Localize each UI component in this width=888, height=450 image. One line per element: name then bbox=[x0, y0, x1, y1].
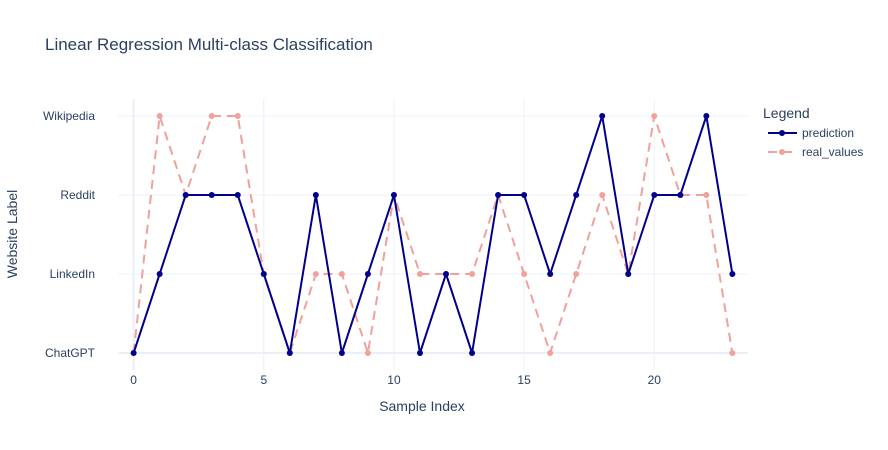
data-point-prediction bbox=[651, 192, 658, 198]
data-point-prediction bbox=[364, 271, 371, 277]
x-tick-label: 15 bbox=[517, 373, 531, 387]
legend-swatch-marker-real_values bbox=[779, 149, 785, 155]
data-point-real_values bbox=[573, 271, 580, 277]
data-point-real_values bbox=[703, 192, 710, 198]
data-point-prediction bbox=[599, 113, 606, 119]
data-point-prediction bbox=[260, 271, 267, 277]
data-point-prediction bbox=[182, 192, 189, 198]
data-point-prediction bbox=[312, 192, 319, 198]
y-axis-title: Website Label bbox=[4, 190, 20, 278]
data-point-real_values bbox=[338, 271, 345, 277]
data-point-prediction bbox=[338, 350, 345, 356]
data-point-real_values bbox=[469, 271, 476, 277]
data-point-prediction bbox=[521, 192, 528, 198]
legend-swatch-marker-prediction bbox=[779, 130, 785, 136]
x-tick-label: 10 bbox=[387, 373, 401, 387]
data-point-prediction bbox=[469, 350, 476, 356]
y-tick-label: Wikipedia bbox=[43, 109, 95, 123]
data-point-prediction bbox=[625, 271, 632, 277]
x-tick-label: 0 bbox=[130, 373, 137, 387]
x-tick-label: 5 bbox=[260, 373, 267, 387]
data-point-prediction bbox=[495, 192, 502, 198]
x-axis-ticks: 0 5 10 15 20 bbox=[130, 373, 661, 387]
legend-title: Legend bbox=[763, 105, 810, 121]
data-point-prediction bbox=[573, 192, 580, 198]
data-point-prediction bbox=[390, 192, 397, 198]
data-point-prediction bbox=[416, 350, 423, 356]
data-point-real_values bbox=[416, 271, 423, 277]
data-point-prediction bbox=[703, 113, 710, 119]
data-point-prediction bbox=[130, 350, 137, 356]
data-point-prediction bbox=[677, 192, 684, 198]
data-point-real_values bbox=[651, 113, 658, 119]
data-point-real_values bbox=[364, 350, 371, 356]
data-point-real_values bbox=[156, 113, 163, 119]
series-layer bbox=[130, 113, 736, 356]
data-point-prediction bbox=[547, 271, 554, 277]
data-point-real_values bbox=[521, 271, 528, 277]
legend-label-prediction: prediction bbox=[802, 126, 854, 140]
data-point-real_values bbox=[312, 271, 319, 277]
y-tick-label: ChatGPT bbox=[45, 346, 96, 360]
data-point-prediction bbox=[443, 271, 450, 277]
y-axis-ticks: ChatGPT LinkedIn Reddit Wikipedia bbox=[43, 109, 96, 360]
legend[interactable]: Legend prediction real_values bbox=[763, 105, 863, 159]
data-point-real_values bbox=[208, 113, 215, 119]
y-tick-label: Reddit bbox=[60, 188, 95, 202]
chart-title: Linear Regression Multi-class Classifica… bbox=[45, 35, 373, 54]
data-point-real_values bbox=[547, 350, 554, 356]
x-axis-title: Sample Index bbox=[379, 398, 465, 414]
x-tick-label: 20 bbox=[648, 373, 662, 387]
data-point-prediction bbox=[729, 271, 736, 277]
data-point-real_values bbox=[599, 192, 606, 198]
data-point-prediction bbox=[234, 192, 241, 198]
data-point-prediction bbox=[156, 271, 163, 277]
series-line-real_values bbox=[132, 115, 734, 354]
data-point-real_values bbox=[729, 350, 736, 356]
y-tick-label: LinkedIn bbox=[50, 267, 95, 281]
legend-label-real_values: real_values bbox=[802, 145, 863, 159]
data-point-real_values bbox=[234, 113, 241, 119]
data-point-prediction bbox=[286, 350, 293, 356]
series-line-prediction bbox=[132, 115, 734, 354]
data-point-prediction bbox=[208, 192, 215, 198]
